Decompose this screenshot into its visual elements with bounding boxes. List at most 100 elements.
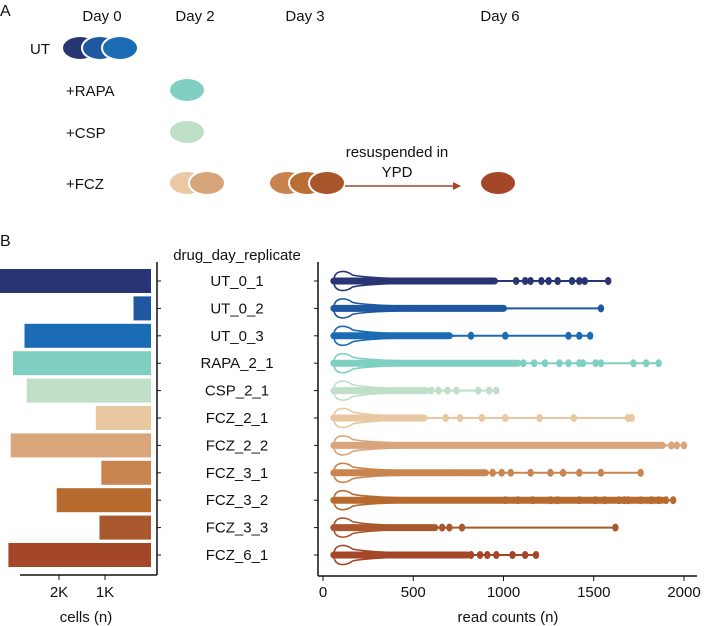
read-count-point — [458, 523, 466, 532]
panel-a: A Day 0 Day 2 Day 3 Day 6 UT +RAPA +CSP … — [0, 3, 520, 196]
cells-bar — [95, 406, 151, 430]
day-header-3: Day 3 — [285, 8, 324, 25]
read-count-point — [601, 496, 608, 505]
read-count-point — [680, 441, 688, 450]
violin-outline — [333, 544, 477, 566]
violin-outline — [333, 489, 522, 511]
read-count-point — [446, 523, 453, 532]
read-count-point — [570, 414, 578, 422]
resuspend-arrow-head — [453, 182, 461, 190]
read-count-point — [512, 277, 520, 285]
read-count-point — [559, 468, 567, 477]
category-label: FCZ_6_1 — [206, 547, 269, 564]
sample-ellipse — [308, 170, 346, 196]
category-label: UT_0_3 — [210, 328, 263, 345]
read-count-point — [507, 468, 514, 477]
category-label: FCZ_2_2 — [206, 437, 269, 454]
cells-bar — [26, 378, 151, 403]
read-count-point — [502, 496, 509, 505]
read-count-point — [592, 359, 599, 368]
read-count-point — [669, 496, 677, 505]
read-count-point — [527, 277, 534, 285]
violin-outline — [333, 435, 522, 456]
read-count-point — [536, 414, 543, 422]
read-count-point — [576, 496, 583, 505]
category-label: CSP_2_1 — [205, 383, 269, 400]
cells-x-tick-label: 1K — [96, 584, 114, 601]
reads-x-tick-label: 0 — [319, 584, 327, 601]
read-count-point — [428, 386, 435, 395]
read-count-point — [554, 277, 561, 285]
reads-x-tick-label: 1000 — [487, 584, 520, 601]
read-count-point — [581, 277, 588, 285]
panel-a-label: A — [0, 3, 11, 20]
read-count-point — [485, 386, 493, 395]
read-count-point — [565, 331, 572, 340]
row-label-ut: UT — [30, 41, 50, 58]
read-count-point — [556, 359, 563, 368]
category-header: drug_day_replicate — [173, 247, 301, 264]
read-count-point — [442, 414, 449, 422]
read-count-point — [475, 386, 482, 395]
read-count-point — [435, 386, 442, 395]
violin-outline — [333, 380, 435, 401]
read-count-point — [662, 496, 670, 505]
read-count-point — [586, 331, 594, 340]
read-count-point — [628, 414, 635, 422]
read-count-point — [547, 496, 554, 505]
read-count-point — [538, 277, 545, 285]
cells-bar — [8, 543, 152, 567]
reads-x-tick-label: 2000 — [667, 584, 700, 601]
reads-x-label: read counts (n) — [458, 609, 559, 626]
read-count-point — [597, 468, 605, 477]
read-count-point — [592, 496, 599, 505]
violin-outline — [333, 407, 434, 429]
cells-bar — [24, 323, 151, 348]
sample-ellipse — [168, 77, 206, 103]
read-count-point — [554, 496, 561, 505]
read-count-point — [568, 277, 576, 285]
read-count-point — [514, 496, 522, 505]
read-count-point — [648, 496, 655, 505]
read-count-point — [630, 359, 637, 368]
read-count-point — [637, 468, 644, 477]
category-label: FCZ_2_1 — [206, 410, 269, 427]
read-count-point — [453, 386, 460, 395]
read-count-point — [565, 359, 572, 368]
row-label-csp: +CSP — [66, 125, 106, 142]
read-count-point — [576, 277, 583, 285]
cells-bars: 2K 1K — [0, 269, 161, 601]
read-count-point — [456, 414, 464, 422]
read-count-point — [502, 331, 509, 340]
read-count-point — [668, 441, 675, 450]
read-count-point — [493, 551, 500, 559]
read-count-point — [529, 496, 536, 505]
read-count-point — [604, 277, 612, 285]
sample-ellipse — [101, 35, 139, 61]
read-count-point — [493, 386, 500, 395]
read-count-point — [545, 277, 552, 285]
category-label: FCZ_3_1 — [206, 465, 269, 482]
category-label: FCZ_3_2 — [206, 492, 269, 509]
panel-b-label: B — [0, 233, 11, 250]
cells-bar — [99, 515, 151, 540]
reads-x-tick-label: 1500 — [577, 584, 610, 601]
category-label: UT_0_1 — [210, 273, 263, 290]
read-count-point — [532, 551, 540, 559]
read-count-point — [438, 523, 446, 532]
read-count-point — [489, 468, 496, 477]
category-label: UT_0_2 — [210, 300, 263, 317]
row-label-fcz: +FCZ — [66, 176, 104, 193]
read-count-point — [467, 551, 475, 559]
cells-bar — [133, 296, 151, 321]
read-count-point — [467, 331, 475, 340]
read-count-point — [673, 441, 680, 450]
read-count-point — [509, 551, 516, 559]
day-header-0: Day 0 — [82, 8, 121, 25]
sample-ellipse — [188, 170, 226, 196]
read-count-point — [521, 277, 529, 285]
sample-ellipses — [61, 35, 517, 196]
read-count-violins: 0 500 1000 1500 2000 — [314, 270, 701, 601]
read-count-point — [576, 468, 583, 477]
